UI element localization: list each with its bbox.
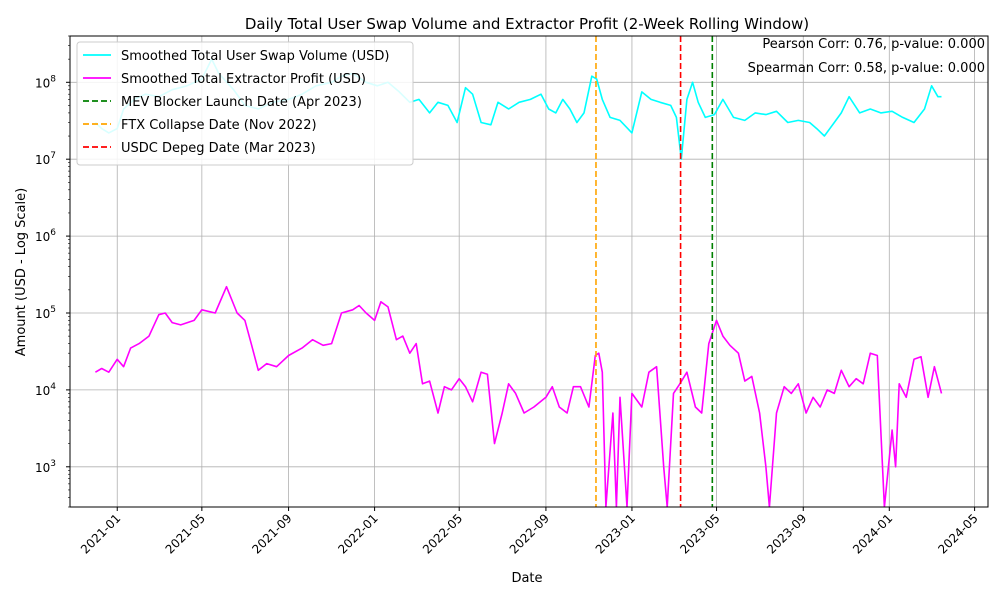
x-tick-label: 2023-05 xyxy=(677,511,722,556)
y-tick-label: 105 xyxy=(35,305,56,321)
y-axis: 103 104 105 106 107 108 xyxy=(35,35,70,508)
y-tick-label: 103 xyxy=(35,459,56,475)
y-tick-label: 106 xyxy=(35,228,56,244)
x-tick-label: 2021-01 xyxy=(78,511,123,556)
x-axis: 2021-01 2021-05 2021-09 2022-01 2022-05 2022-… xyxy=(78,507,981,557)
plot-frame xyxy=(69,35,989,508)
legend-label: USDC Depeg Date (Mar 2023) xyxy=(121,141,316,156)
series-line-2 xyxy=(94,285,943,507)
event-lines xyxy=(595,36,714,507)
correlation-annotations: Pearson Corr: 0.76, p-value: 0.000 Spearm… xyxy=(748,37,985,76)
legend-box xyxy=(76,41,414,166)
x-tick-label: 2024-01 xyxy=(850,511,895,556)
legend: Smoothed Total User Swap Volume (USD) Smo… xyxy=(76,41,414,166)
x-tick-label: 2023-09 xyxy=(764,511,809,556)
y-tick-label: 104 xyxy=(35,382,56,398)
x-tick-label: 2023-01 xyxy=(593,511,638,556)
legend-label: MEV Blocker Launch Date (Apr 2023) xyxy=(121,95,362,110)
legend-label: FTX Collapse Date (Nov 2022) xyxy=(121,118,317,133)
y-axis-label: Amount (USD - Log Scale) xyxy=(14,188,29,356)
x-tick-label: 2022-01 xyxy=(335,511,380,556)
legend-label: Smoothed Total User Swap Volume (USD) xyxy=(121,49,389,64)
x-tick-label: 2024-05 xyxy=(935,511,980,556)
correlation-annotation: Pearson Corr: 0.76, p-value: 0.000 xyxy=(762,37,985,52)
legend-label: Smoothed Total Extractor Profit (USD) xyxy=(121,72,366,87)
x-axis-label: Date xyxy=(511,571,542,586)
y-tick-label: 108 xyxy=(35,74,56,90)
y-tick-label: 107 xyxy=(35,151,56,167)
x-tick-label: 2022-09 xyxy=(507,511,552,556)
x-tick-label: 2022-05 xyxy=(420,511,465,556)
correlation-annotation: Spearman Corr: 0.58, p-value: 0.000 xyxy=(748,61,985,76)
x-tick-label: 2021-05 xyxy=(163,511,208,556)
x-tick-label: 2021-09 xyxy=(249,511,294,556)
chart-title: Daily Total User Swap Volume and Extract… xyxy=(245,15,809,33)
